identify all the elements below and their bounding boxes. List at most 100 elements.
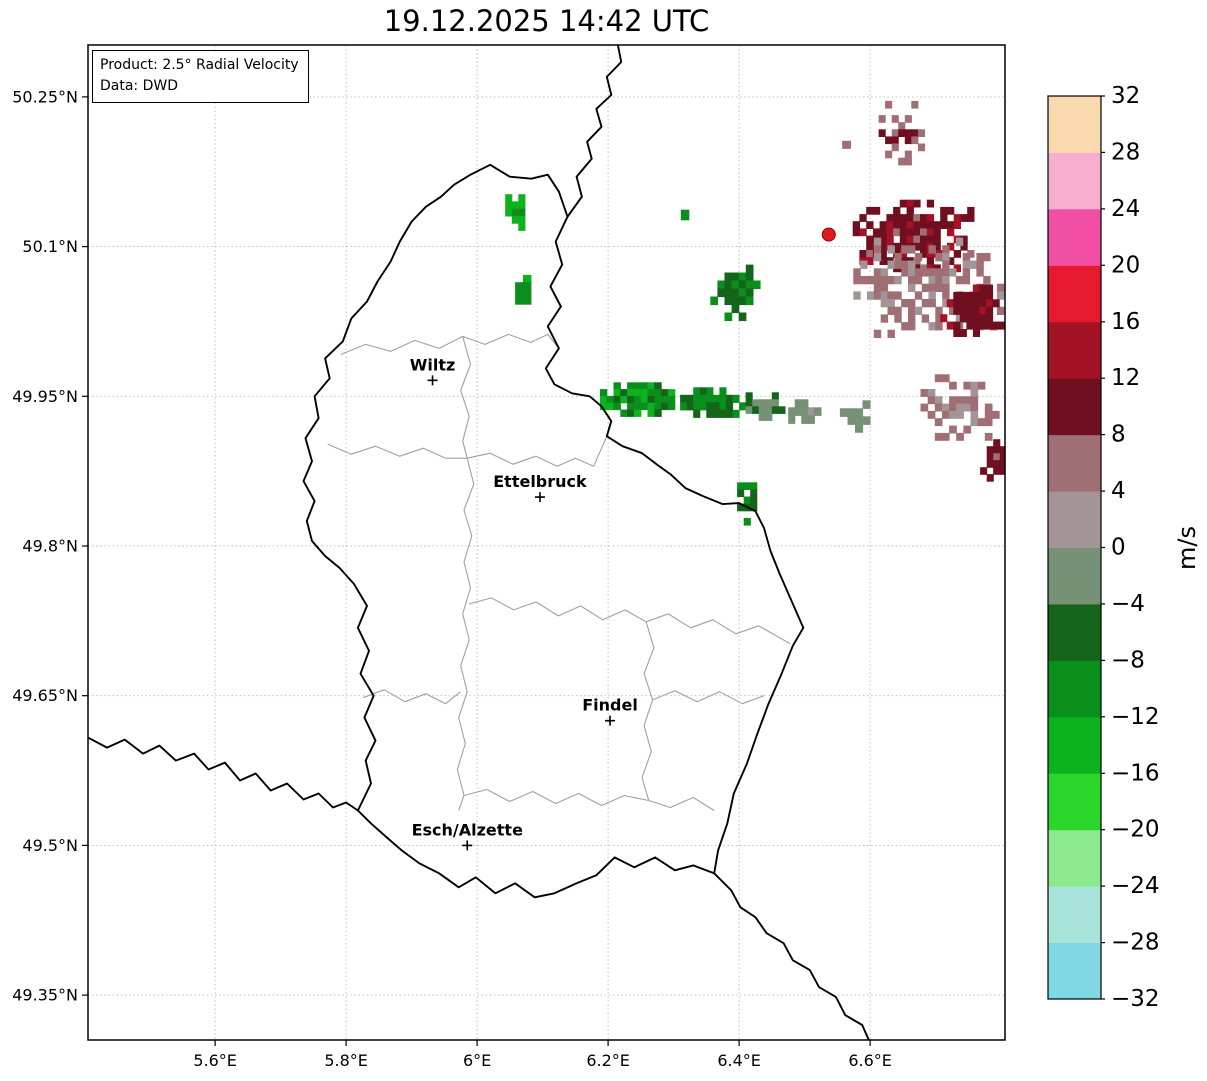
city-cross-icon <box>462 840 473 851</box>
lat-tick-label: 49.8°N <box>22 537 78 556</box>
city-cross-icon <box>605 715 616 726</box>
city-cross-icon <box>427 375 438 386</box>
city-cross-icon <box>534 492 545 503</box>
gridlines <box>88 45 1005 1040</box>
plot-title: 19.12.2025 14:42 UTC <box>383 4 710 38</box>
colorbar-tick-label: 24 <box>1111 196 1140 222</box>
radar-echo-cluster-gray-green-patch <box>839 400 871 433</box>
colorbar-tick-label: −12 <box>1111 704 1160 730</box>
radar-echo-cluster-small-maroon-bit <box>842 140 851 149</box>
lon-tick-label: 5.8°E <box>324 1051 368 1070</box>
data-source-label: Data: DWD <box>100 78 178 94</box>
canton-border-line <box>460 336 472 459</box>
canton-border-line <box>463 788 715 811</box>
canton-border-line <box>469 597 791 645</box>
colorbar-tick-label: 4 <box>1111 478 1126 504</box>
country-borders <box>88 45 870 1040</box>
radar-echo-cluster-rightedge-darkred <box>940 284 1005 337</box>
city-findel: Findel <box>582 696 638 726</box>
colorbar-segment <box>1048 886 1101 944</box>
radar-echo-cluster-north-green-streak2 <box>515 274 532 305</box>
lon-tick-label: 6°E <box>463 1051 491 1070</box>
colorbar-segment <box>1048 660 1101 718</box>
lon-tick-label: 5.6°E <box>193 1051 237 1070</box>
city-label: Ettelbruck <box>493 472 587 491</box>
colorbar-segment <box>1048 321 1101 379</box>
product-info-box: Product: 2.5° Radial Velocity Data: DWD <box>92 50 309 103</box>
radar-echo-cluster-ne-green-blob <box>710 264 761 322</box>
lon-tick-label: 6.2°E <box>586 1051 630 1070</box>
colorbar-tick-label: 16 <box>1111 309 1140 335</box>
radar-echo-cluster-main-band-east <box>745 392 786 421</box>
canton-borders <box>327 333 791 811</box>
border-luxembourg <box>302 163 805 899</box>
radar-site-marker <box>821 227 836 242</box>
radar-echo-cluster-north-green-streak <box>505 194 526 231</box>
city-label: Esch/Alzette <box>412 820 524 839</box>
radar-echo-cluster-tiny-green-dot <box>680 209 690 221</box>
colorbar-tick-label: 12 <box>1111 365 1140 391</box>
product-label: Product: 2.5° Radial Velocity <box>100 57 299 73</box>
lat-tick-label: 49.95°N <box>12 387 78 406</box>
colorbar-segment <box>1048 265 1101 323</box>
colorbar-segment <box>1048 603 1101 661</box>
radar-echo-layer <box>505 100 1005 526</box>
plot-frame <box>87 44 1006 1041</box>
canton-border-line <box>652 690 765 705</box>
canton-border-line <box>456 458 475 811</box>
colorbar-tick-label: −8 <box>1111 647 1145 673</box>
colorbar-segment <box>1048 434 1101 492</box>
radar-echo-cluster-rightedge-red-low <box>980 439 1005 482</box>
colorbar-segment <box>1048 378 1101 436</box>
colorbar-tick-label: 0 <box>1111 535 1126 561</box>
border-belgium-germany <box>566 45 623 218</box>
radar-echo-cluster-main-band-west <box>599 382 676 417</box>
colorbar-segment <box>1048 773 1101 831</box>
canton-border-line <box>327 435 608 467</box>
colorbar-segment <box>1048 547 1101 605</box>
canton-border-line <box>362 689 462 705</box>
border-france-belgium <box>88 736 359 812</box>
axis-ticks: 5.6°E 5.8°E 6°E 6.2°E 6.4°E 6.6°E 50.25°N 50.1°… <box>12 87 892 1070</box>
canton-border-line <box>641 621 655 801</box>
city-ettelbruck: Ettelbruck <box>493 472 587 503</box>
colorbar-tick-label: 8 <box>1111 422 1126 448</box>
colorbar-tick-label: 28 <box>1111 139 1140 165</box>
colorbar-segment <box>1048 96 1101 153</box>
colorbar-tick-label: 20 <box>1111 252 1140 278</box>
radar-echo-cluster-band-gray-tail <box>788 399 822 424</box>
lat-tick-label: 50.25°N <box>12 87 78 106</box>
radar-echo-cluster-lower-rosy-field <box>920 374 1000 441</box>
lon-tick-label: 6.6°E <box>848 1051 892 1070</box>
lon-tick-label: 6.4°E <box>717 1051 761 1070</box>
city-label: Wiltz <box>410 355 456 374</box>
colorbar-tick-label: −16 <box>1111 760 1160 786</box>
colorbar-unit-label: m/s <box>1173 526 1201 570</box>
colorbar-segment <box>1048 208 1101 266</box>
city-esch-alzette: Esch/Alzette <box>412 820 524 851</box>
colorbar-segment <box>1048 152 1101 210</box>
radar-echo-cluster-main-band-mid <box>680 387 747 418</box>
lat-tick-label: 49.5°N <box>22 836 78 855</box>
colorbar-segment <box>1048 491 1101 548</box>
city-label: Findel <box>582 696 638 715</box>
colorbar-segment <box>1048 716 1101 774</box>
lat-tick-label: 50.1°N <box>22 237 78 256</box>
lat-tick-label: 49.65°N <box>12 686 78 705</box>
canton-border-line <box>340 333 560 355</box>
radar-echo-cluster-top-maroon-bits <box>878 100 925 166</box>
colorbar-tick-label: 32 <box>1111 83 1140 109</box>
border-france-germany <box>713 872 870 1040</box>
colorbar-tick-label: −20 <box>1111 817 1160 843</box>
lat-tick-label: 49.35°N <box>12 986 78 1005</box>
colorbar-segment <box>1048 942 1101 1000</box>
colorbar-tick-label: −32 <box>1111 986 1160 1012</box>
city-wiltz: Wiltz <box>410 355 456 386</box>
colorbar-segment <box>1048 829 1101 887</box>
colorbar-tick-label: −28 <box>1111 930 1160 956</box>
colorbar-tick-label: −24 <box>1111 873 1160 899</box>
colorbar: 32 28 24 20 16 12 8 4 0 −4 −8 −12 −16 −20 −24 −28 −32 m/s <box>1047 83 1201 1012</box>
colorbar-tick-label: −4 <box>1111 591 1145 617</box>
